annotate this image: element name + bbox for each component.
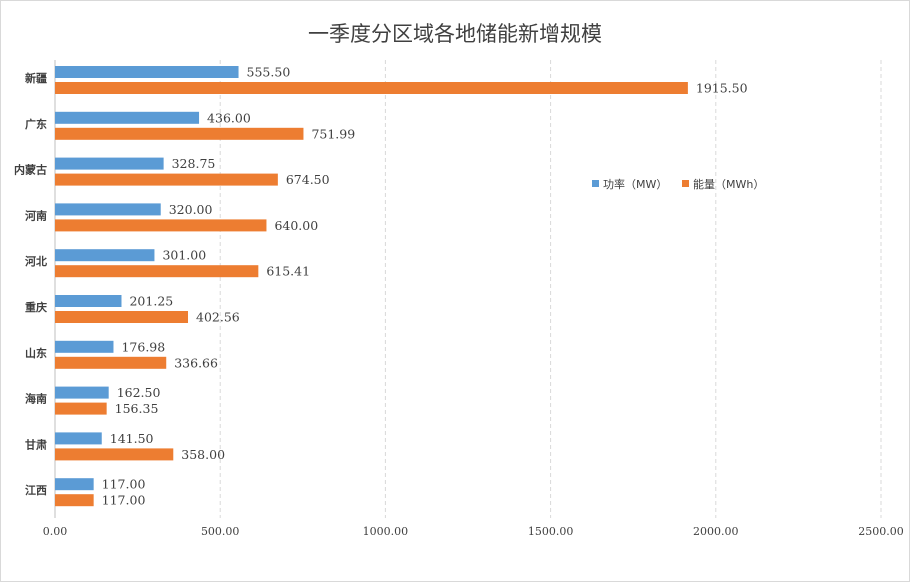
data-label: 615.41 [266,264,310,279]
power-bar [55,295,122,307]
data-label: 640.00 [274,218,318,233]
legend-swatch [592,180,599,187]
energy-bar [55,448,174,461]
category-label: 重庆 [25,300,47,314]
category-label: 河南 [25,208,47,222]
x-tick-label: 1500.00 [528,525,574,538]
energy-bar [55,356,167,369]
x-tick-label: 2000.00 [693,525,739,538]
x-tick-label: 2500.00 [858,525,904,538]
data-label: 141.50 [110,431,154,446]
data-label: 201.25 [129,294,173,309]
energy-bar [55,494,94,507]
data-label: 336.66 [174,355,218,370]
category-label: 新疆 [25,71,47,85]
legend-label: 功率（MW） [603,177,667,191]
x-tick-label: 500.00 [201,525,240,538]
category-label: 河北 [25,254,47,268]
power-bar [55,432,102,445]
power-bar [55,386,109,399]
category-label: 山东 [25,346,47,360]
data-label: 156.35 [115,401,159,416]
chart-title: 一季度分区域各地储能新增规模 [308,22,602,46]
data-label: 162.50 [117,385,161,400]
x-tick-label: 1000.00 [363,525,409,538]
power-bar [55,66,239,78]
x-tick-label: 0.00 [43,525,68,538]
data-label: 402.56 [196,310,240,325]
data-label: 117.00 [102,477,146,492]
category-label: 广东 [25,117,47,131]
energy-bar [55,173,278,186]
category-label: 江西 [25,483,47,497]
power-bar [55,111,200,124]
data-label: 1915.50 [696,81,748,96]
data-label: 436.00 [207,110,251,125]
category-label: 甘肃 [25,437,47,451]
power-bar [55,340,114,353]
energy-bar [55,219,267,232]
power-bar [55,203,161,216]
data-label: 301.00 [162,248,206,263]
energy-bar [55,127,304,140]
power-bar [55,249,155,262]
data-label: 751.99 [311,126,355,141]
category-label: 内蒙古 [14,163,47,177]
data-label: 328.75 [172,156,216,171]
category-label: 海南 [25,392,47,406]
data-label: 555.50 [247,65,291,80]
data-label: 176.98 [121,339,165,354]
energy-bar [55,402,107,415]
power-bar [55,478,94,491]
energy-bar [55,311,189,323]
energy-bar [55,265,259,278]
data-label: 320.00 [169,202,213,217]
data-label: 117.00 [102,493,146,508]
legend-swatch [682,180,689,187]
energy-bar [55,82,688,94]
data-label: 358.00 [181,447,225,462]
data-label: 674.50 [286,172,330,187]
power-bar [55,157,164,170]
legend-label: 能量（MWh） [693,177,764,191]
